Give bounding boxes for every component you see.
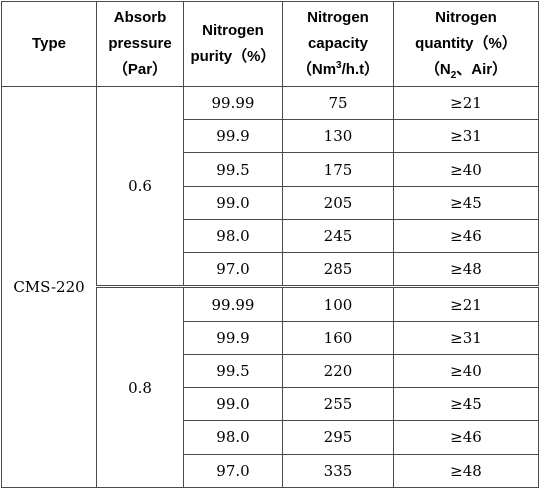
header-pressure-line-3: （Par） (112, 61, 168, 78)
table-row: 98.0 245 ≥46 (2, 218, 539, 254)
quantity-cell: ≥21 (393, 286, 539, 322)
header-purity-line-1: Nitrogen (202, 22, 264, 39)
capacity-cell: 295 (282, 420, 394, 455)
header-row: Type Absorb pressure （Par） Nitrogen puri… (1, 1, 539, 87)
table-row: 97.0 285 ≥48 (2, 252, 539, 289)
header-quantity-unit-sub: 2 (450, 70, 457, 81)
quantity-cell: ≥40 (393, 353, 539, 389)
quantity-cell: ≥46 (393, 420, 539, 455)
capacity-cell: 160 (282, 320, 394, 355)
table-row: 99.5 175 ≥40 (2, 152, 539, 187)
purity-cell: 99.99 (183, 286, 283, 322)
header-capacity-line-2: capacity (307, 35, 369, 52)
header-capacity-unit-b: /h.t） (341, 61, 380, 78)
header-type: Type (1, 1, 97, 87)
purity-cell: 99.5 (183, 152, 283, 187)
capacity-cell: 175 (282, 152, 394, 187)
pressure-cell-group-1: 0.6 (96, 85, 184, 289)
quantity-cell: ≥21 (393, 85, 539, 121)
table-row: 0.8 99.99 100 ≥21 (2, 286, 539, 488)
quantity-cell: ≥31 (393, 320, 539, 355)
purity-cell: 99.9 (183, 119, 283, 154)
header-quantity-unit-a: （N (424, 61, 451, 78)
header-quantity-line-3: （N2、Air） (395, 57, 538, 83)
header-pressure-line-2: pressure (108, 35, 172, 52)
purity-cell: 97.0 (183, 252, 283, 289)
table-row: 99.0 205 ≥45 (2, 185, 539, 220)
table-row: CMS-220 0.6 99.99 75 ≥21 (1, 85, 539, 488)
capacity-cell: 130 (282, 119, 394, 154)
header-capacity-unit-sup: 3 (336, 60, 342, 71)
quantity-cell: ≥40 (393, 152, 539, 187)
purity-cell: 99.9 (183, 320, 283, 355)
table-row: 97.0 335 ≥48 (2, 453, 539, 489)
header-quantity-line-1: Nitrogen (435, 9, 497, 26)
header-capacity-unit-a: （Nm (296, 61, 337, 78)
purity-cell: 99.0 (183, 185, 283, 220)
purity-cell: 98.0 (183, 420, 283, 455)
header-absorb-pressure: Absorb pressure （Par） (96, 1, 184, 87)
purity-cell: 99.0 (183, 387, 283, 422)
header-quantity-unit-b: 、Air） (456, 61, 508, 78)
header-nitrogen-purity: Nitrogen purity（%） (183, 1, 283, 87)
header-pressure-line-1: Absorb (113, 9, 167, 26)
capacity-cell: 100 (282, 286, 394, 322)
quantity-cell: ≥45 (393, 185, 539, 220)
purity-cell: 97.0 (183, 453, 283, 489)
capacity-cell: 285 (282, 252, 394, 289)
purity-cell: 99.99 (183, 85, 283, 121)
quantity-cell: ≥45 (393, 387, 539, 422)
quantity-cell: ≥46 (393, 218, 539, 254)
table-row: 99.0 255 ≥45 (2, 387, 539, 422)
quantity-cell: ≥31 (393, 119, 539, 154)
pressure-cell-group-2: 0.8 (96, 286, 184, 488)
type-cell: CMS-220 (1, 86, 97, 488)
table-row: 99.9 160 ≥31 (2, 320, 539, 355)
capacity-cell: 335 (282, 453, 394, 489)
purity-cell: 99.5 (183, 353, 283, 389)
capacity-cell: 205 (282, 185, 394, 220)
capacity-cell: 220 (282, 353, 394, 389)
table-row: 99.5 220 ≥40 (2, 353, 539, 389)
purity-cell: 98.0 (183, 218, 283, 254)
header-capacity-line-3: （Nm3/h.t） (284, 57, 393, 83)
capacity-cell: 75 (282, 85, 394, 121)
quantity-cell: ≥48 (393, 252, 539, 289)
header-capacity-line-1: Nitrogen (307, 9, 369, 26)
header-purity-line-2: purity（%） (190, 48, 276, 65)
capacity-cell: 255 (282, 387, 394, 422)
header-nitrogen-quantity: Nitrogen quantity（%） （N2、Air） (393, 1, 539, 87)
quantity-cell: ≥48 (393, 453, 539, 489)
capacity-cell: 245 (282, 218, 394, 254)
header-quantity-line-2: quantity（%） (415, 35, 517, 52)
header-nitrogen-capacity: Nitrogen capacity （Nm3/h.t） (282, 1, 394, 87)
